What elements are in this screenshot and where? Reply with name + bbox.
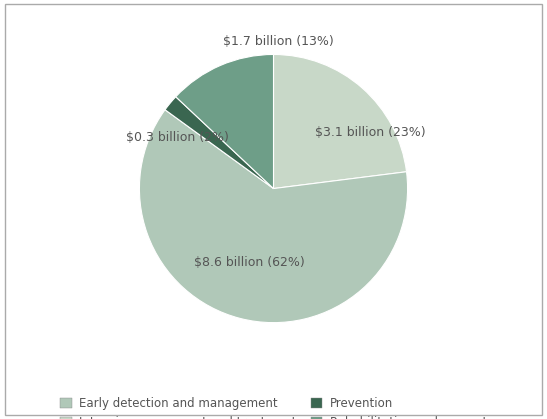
Legend: Early detection and management, Intensive assessment and treatment, Prevention, : Early detection and management, Intensiv… [55,393,492,419]
Text: $1.7 billion (13%): $1.7 billion (13%) [224,34,334,48]
Wedge shape [165,97,274,189]
Wedge shape [176,54,274,189]
Text: $0.3 billion (2%): $0.3 billion (2%) [125,131,229,144]
Text: $3.1 billion (23%): $3.1 billion (23%) [315,126,426,139]
Wedge shape [274,54,406,189]
Text: $8.6 billion (62%): $8.6 billion (62%) [194,256,305,269]
Wedge shape [139,110,408,323]
